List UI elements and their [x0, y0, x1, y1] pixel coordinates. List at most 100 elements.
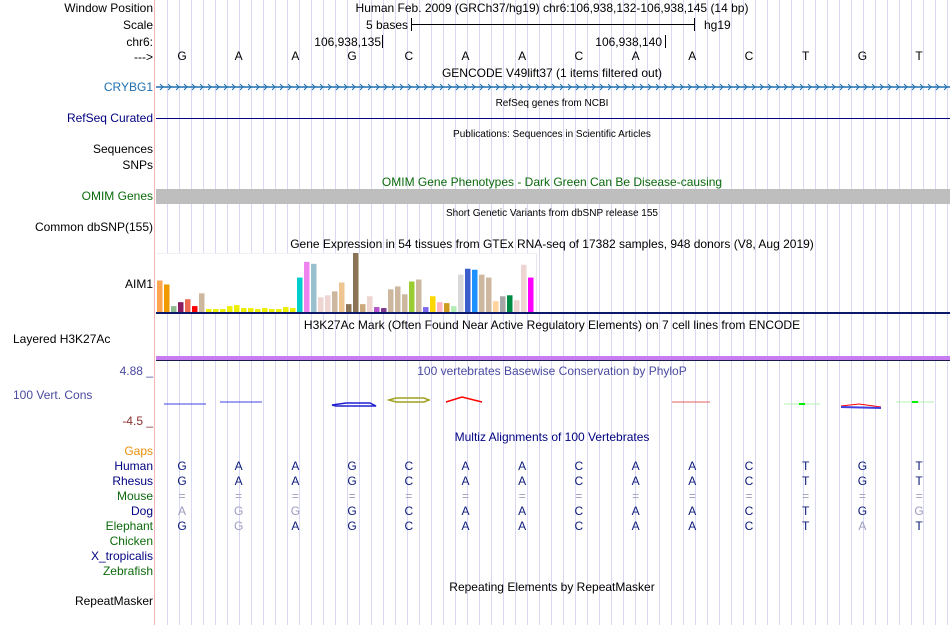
phylop-mark	[386, 397, 432, 403]
species-label-chicken[interactable]: Chicken	[109, 534, 153, 548]
strand-chevron-icon	[671, 83, 676, 91]
multiz-gaps-label[interactable]: Gaps	[124, 444, 153, 458]
h3k27ac-label[interactable]: Layered H3K27Ac	[13, 332, 111, 346]
alignment-base: =	[291, 489, 299, 503]
strand-label: --->	[134, 50, 153, 64]
h3k27ac-signal[interactable]	[156, 356, 950, 360]
gtex-tissue-bar	[220, 309, 226, 312]
gtex-tissue-bar	[423, 307, 429, 312]
chrom-label: chr6:	[126, 35, 153, 49]
species-label-elephant[interactable]: Elephant	[105, 519, 153, 533]
repeatmasker-label[interactable]: RepeatMasker	[74, 594, 153, 608]
gtex-tissue-bar	[164, 284, 170, 312]
sequence-base: A	[518, 49, 527, 63]
strand-chevron-icon	[879, 83, 884, 91]
strand-chevron-icon	[455, 83, 460, 91]
phylop-mark	[799, 403, 805, 405]
strand-chevron-icon	[391, 83, 396, 91]
scale-bar	[412, 24, 694, 25]
strand-chevron-icon	[591, 83, 596, 91]
sequence-base: G	[347, 49, 357, 63]
strand-chevron-icon	[783, 83, 788, 91]
strand-chevron-icon	[263, 83, 268, 91]
alignment-base: C	[744, 504, 754, 518]
strand-chevron-icon	[751, 83, 756, 91]
gtex-tissue-bar	[290, 308, 296, 312]
sequence-base: A	[631, 49, 640, 63]
gtex-tissue-bar	[199, 293, 205, 312]
gtex-gene-label[interactable]: AIM1	[124, 277, 153, 291]
strand-chevron-icon	[759, 83, 764, 91]
species-label-human[interactable]: Human	[114, 459, 153, 473]
gtex-bar-chart[interactable]	[156, 252, 950, 316]
strand-chevron-icon	[279, 83, 284, 91]
alignment-base: =	[745, 489, 753, 503]
alignment-base: T	[915, 474, 923, 488]
scale-bar-left-tick	[411, 18, 412, 31]
gtex-tissue-bar	[416, 279, 422, 312]
strand-chevron-icon	[367, 83, 372, 91]
omim-gene-bar[interactable]	[156, 189, 950, 204]
gtex-tissue-bar	[528, 277, 534, 312]
strand-chevron-icon	[863, 83, 868, 91]
strand-chevron-icon	[615, 83, 620, 91]
scale-bar-right-tick	[694, 18, 695, 31]
scale-db: hg19	[704, 18, 731, 32]
alignment-base: C	[404, 459, 414, 473]
phylop-label[interactable]: 100 Vert. Cons	[13, 388, 93, 402]
alignment-base: A	[291, 519, 300, 533]
gtex-tissue-bar	[192, 306, 198, 312]
alignment-base: T	[802, 519, 810, 533]
crybg1-gene-feature[interactable]	[156, 81, 950, 93]
strand-chevron-icon	[439, 83, 444, 91]
sequence-base: C	[404, 49, 414, 63]
gtex-tissue-bar	[514, 300, 520, 312]
alignment-base: A	[518, 504, 527, 518]
alignment-base: =	[688, 489, 696, 503]
species-label-x_tropicalis[interactable]: X_tropicalis	[90, 549, 153, 563]
strand-chevron-icon	[519, 83, 524, 91]
strand-chevron-icon	[535, 83, 540, 91]
strand-chevron-icon	[255, 83, 260, 91]
gtex-tissue-bar	[500, 296, 506, 312]
strand-chevron-icon	[711, 83, 716, 91]
alignment-base: A	[234, 474, 243, 488]
species-label-zebrafish[interactable]: Zebrafish	[102, 564, 153, 578]
refseq-gene-line[interactable]	[156, 118, 950, 119]
gtex-tissue-bar	[157, 280, 163, 312]
species-label-rhesus[interactable]: Rhesus	[112, 474, 153, 488]
scale-text: 5 bases	[365, 18, 408, 32]
strand-chevron-icon	[463, 83, 468, 91]
strand-chevron-icon	[223, 83, 228, 91]
publications-label-snps[interactable]: SNPs	[122, 158, 153, 172]
position-tick-1: 106,938,135	[314, 35, 381, 49]
gene-label-crybg1[interactable]: CRYBG1	[103, 80, 153, 94]
sequence-base: G	[857, 49, 868, 63]
strand-chevron-icon	[943, 83, 948, 91]
omim-label[interactable]: OMIM Genes	[81, 189, 153, 203]
species-label-mouse[interactable]: Mouse	[116, 489, 153, 503]
strand-chevron-icon	[359, 83, 364, 91]
strand-chevron-icon	[895, 83, 900, 91]
alignment-base: A	[461, 519, 470, 533]
strand-chevron-icon	[295, 83, 300, 91]
strand-chevron-icon	[343, 83, 348, 91]
gtex-tissue-bar	[178, 302, 184, 312]
strand-chevron-icon	[887, 83, 892, 91]
strand-chevron-icon	[383, 83, 388, 91]
phylop-mark	[840, 406, 882, 409]
strand-chevron-icon	[471, 83, 476, 91]
dbsnp-label[interactable]: Common dbSNP(155)	[34, 220, 153, 234]
refseq-label[interactable]: RefSeq Curated	[66, 111, 153, 125]
strand-chevron-icon	[679, 83, 684, 91]
publications-label-sequences[interactable]: Sequences	[92, 142, 153, 156]
alignment-base: G	[857, 504, 868, 518]
species-label-dog[interactable]: Dog	[130, 504, 153, 518]
strand-chevron-icon	[599, 83, 604, 91]
alignment-base: A	[858, 519, 867, 533]
strand-chevron-icon	[447, 83, 452, 91]
phylop-conservation-plot[interactable]	[156, 390, 950, 414]
strand-chevron-icon	[855, 83, 860, 91]
phylop-min-value: -4.5 _	[122, 414, 153, 428]
alignment-base: A	[461, 504, 470, 518]
